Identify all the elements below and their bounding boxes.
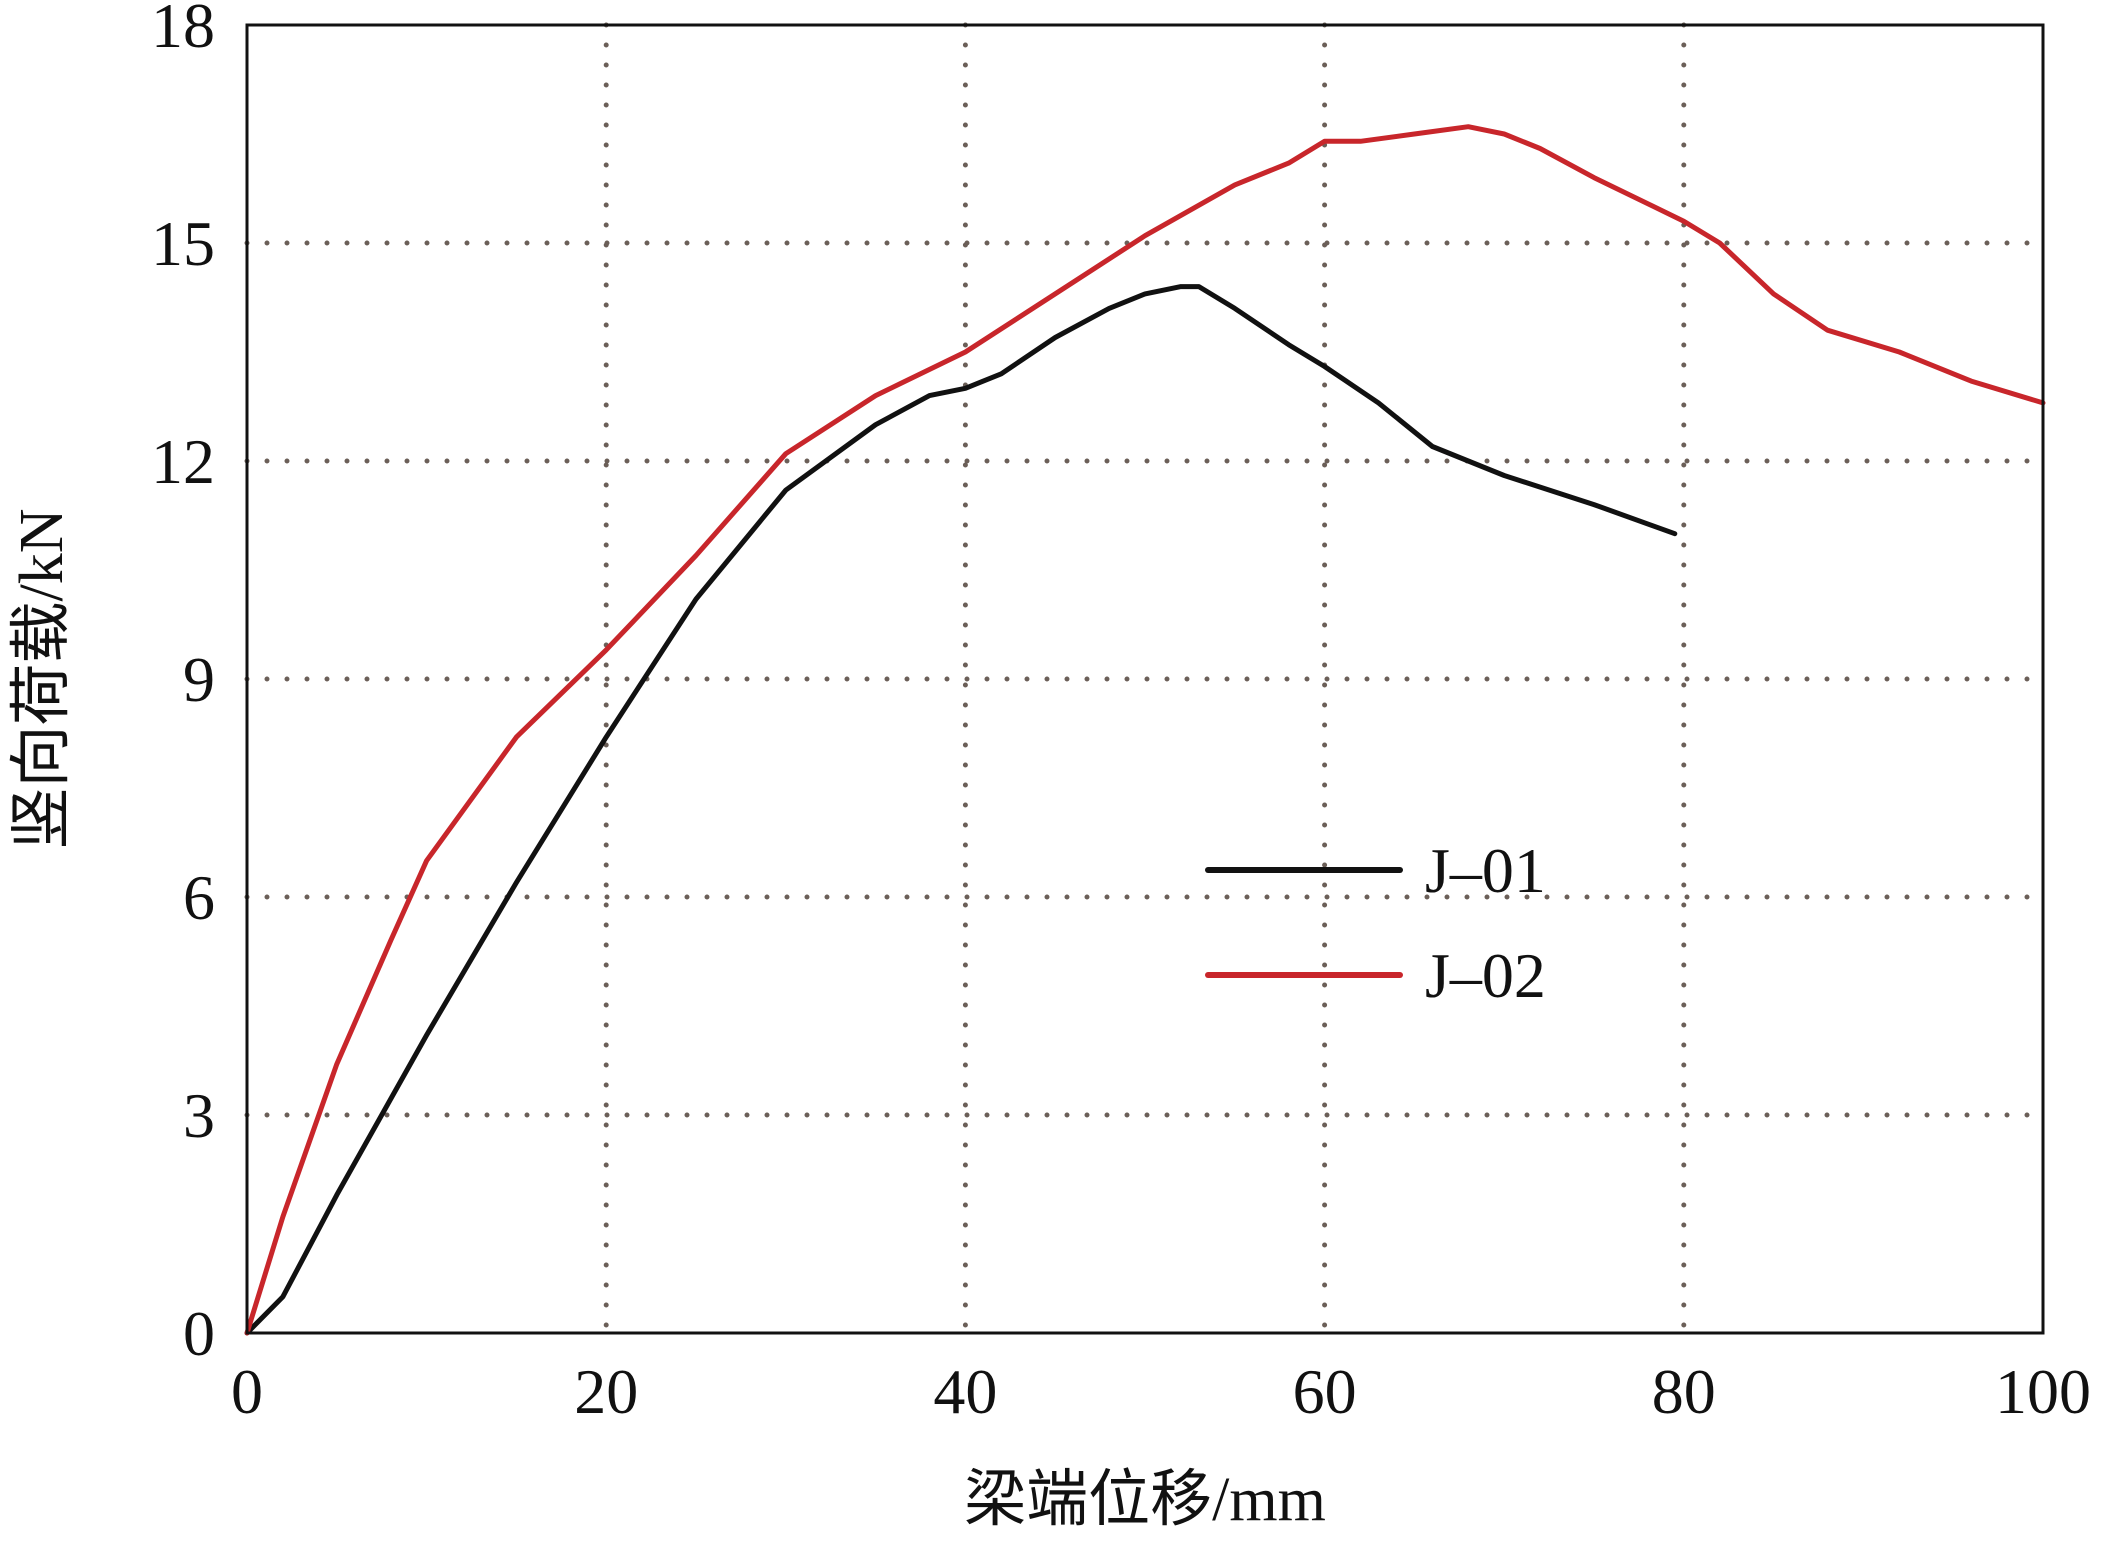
x-tick-labels: 0 20 40 60 80 100 [231,1356,2091,1427]
x-tick-label: 60 [1293,1356,1357,1427]
x-tick-label: 80 [1652,1356,1716,1427]
y-tick-label: 15 [151,208,215,279]
x-tick-label: 100 [1995,1356,2091,1427]
y-tick-label: 0 [183,1298,215,1369]
y-axis-label: 竖向荷载/kN [8,508,76,849]
y-tick-labels: 0 3 6 9 12 15 18 [151,0,215,1369]
y-tick-label: 9 [183,644,215,715]
x-tick-label: 20 [574,1356,638,1427]
plot-frame [245,23,2045,1335]
y-tick-label: 18 [151,0,215,61]
series-line-1 [244,284,1678,1336]
x-tick-label: 0 [231,1356,263,1427]
y-tick-label: 12 [151,426,215,497]
legend: J–01 J–02 [1205,835,1546,1011]
series-lines [244,124,2046,1336]
x-tick-label: 40 [933,1356,997,1427]
grid-lines [244,22,2046,1336]
x-axis-label: 梁端位移/mm [964,1466,1326,1534]
y-tick-label: 3 [183,1080,215,1151]
legend-label-1: J–01 [1425,835,1546,906]
y-tick-label: 6 [183,862,215,933]
legend-label-2: J–02 [1425,940,1546,1011]
series-line-2 [244,124,2046,1336]
